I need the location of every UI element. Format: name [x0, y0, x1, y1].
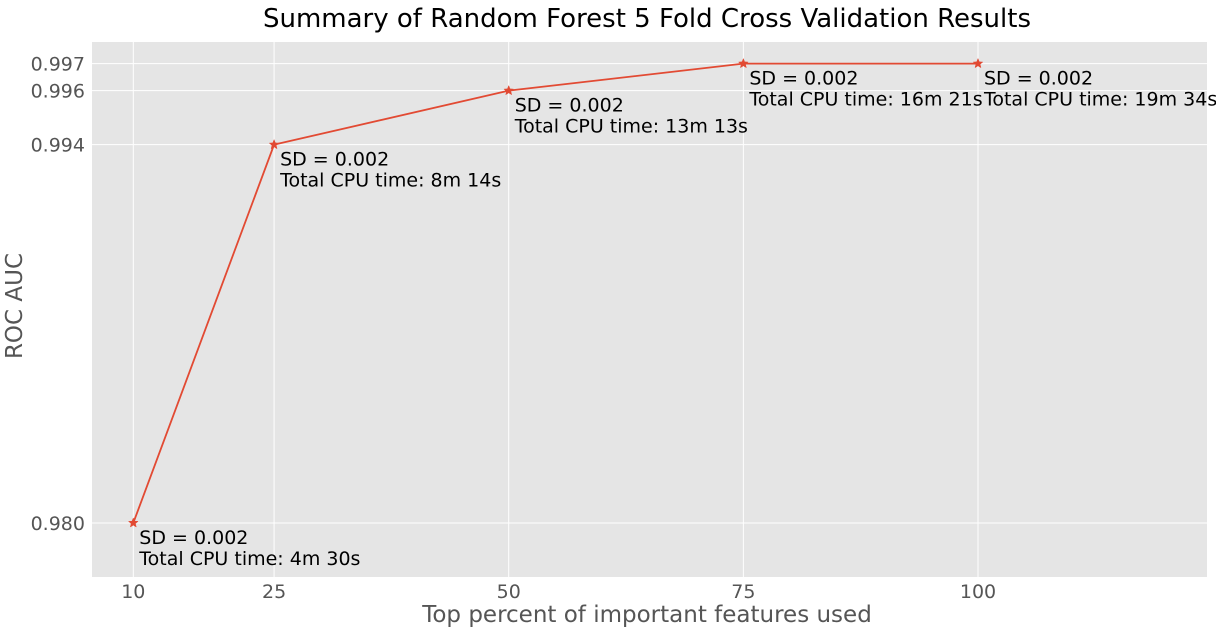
x-tick-label: 100: [960, 581, 996, 603]
annotation-sd: SD = 0.002: [515, 95, 624, 117]
annotation-cpu-time: Total CPU time: 4m 30s: [138, 548, 360, 570]
x-tick-label: 25: [262, 581, 286, 603]
grid-lines: [92, 42, 1207, 577]
data-point-marker: [503, 84, 515, 96]
annotation-cpu-time: Total CPU time: 16m 21s: [748, 89, 982, 111]
x-axis-label: Top percent of important features used: [421, 602, 872, 628]
data-point-marker: [127, 517, 139, 528]
x-tick-label: 10: [121, 581, 145, 603]
y-axis-label: ROC AUC: [2, 253, 28, 359]
y-tick-label: 0.980: [31, 513, 85, 535]
annotation-sd: SD = 0.002: [280, 149, 389, 171]
x-tick-label: 75: [731, 581, 755, 603]
data-point-marker: [972, 57, 984, 69]
annotation-cpu-time: Total CPU time: 8m 14s: [279, 170, 501, 192]
annotation-sd: SD = 0.002: [749, 68, 858, 90]
y-tick-label: 0.997: [31, 54, 85, 76]
data-point-marker: [737, 57, 749, 69]
annotation-sd: SD = 0.002: [984, 68, 1093, 90]
y-tick-label: 0.994: [31, 135, 85, 157]
plot-area: [92, 42, 1207, 577]
series-layer: [127, 57, 984, 528]
annotation-cpu-time: Total CPU time: 13m 13s: [514, 116, 748, 138]
y-tick-label: 0.996: [31, 81, 85, 103]
annotation-sd: SD = 0.002: [139, 527, 248, 549]
x-tick-label: 50: [497, 581, 521, 603]
data-point-marker: [268, 139, 280, 150]
tick-labels-layer: 10 25 50 75 100 0.980 0.994 0.996 0.997: [31, 54, 997, 603]
chart-title: Summary of Random Forest 5 Fold Cross Va…: [263, 4, 1031, 34]
annotation-cpu-time: Total CPU time: 19m 34s: [983, 89, 1216, 111]
